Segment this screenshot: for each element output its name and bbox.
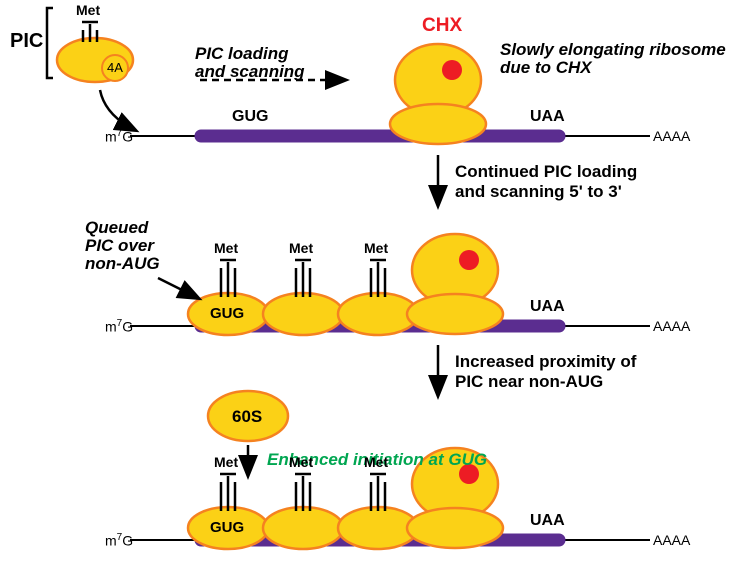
pic-loading-1: PIC loading bbox=[195, 44, 289, 64]
m7g-m: m bbox=[105, 129, 117, 145]
diagram-canvas bbox=[0, 0, 750, 577]
p2-uaa: UAA bbox=[530, 298, 565, 316]
p3-aaaa: AAAA bbox=[653, 532, 690, 548]
increased-1: Increased proximity of bbox=[455, 352, 636, 372]
p3-met-2: Met bbox=[289, 454, 313, 470]
p2-met-1: Met bbox=[214, 240, 238, 256]
queued-1: Queued bbox=[85, 218, 148, 238]
panel3-40s-2 bbox=[263, 474, 343, 549]
panel2-40s-3 bbox=[338, 260, 418, 335]
panel3-new-80s bbox=[188, 474, 268, 549]
increased-2: PIC near non-AUG bbox=[455, 372, 603, 392]
panel2-80s-ribosome bbox=[407, 234, 503, 334]
p2-gug: GUG bbox=[210, 305, 244, 322]
queued-2: PIC over bbox=[85, 236, 154, 256]
pic-label: PIC bbox=[10, 30, 43, 53]
pic-loading-2: and scanning bbox=[195, 62, 305, 82]
slowly-2: due to CHX bbox=[500, 58, 592, 78]
slowly-1: Slowly elongating ribosome bbox=[500, 40, 726, 60]
p3-uaa: UAA bbox=[530, 512, 565, 530]
chx-label: CHX bbox=[422, 15, 462, 37]
pic-met-label: Met bbox=[76, 2, 100, 18]
panel1-80s-ribosome bbox=[390, 44, 486, 144]
p2-aaaa: AAAA bbox=[653, 318, 690, 334]
p1-uaa: UAA bbox=[530, 108, 565, 126]
panel2-40s-2 bbox=[263, 260, 343, 335]
pic-bracket bbox=[47, 8, 53, 78]
p2-m7g: m7G bbox=[105, 318, 133, 335]
pic-to-mrna-arrow bbox=[100, 90, 135, 130]
panel1-mrna bbox=[130, 130, 650, 142]
continued-1: Continued PIC loading bbox=[455, 162, 637, 182]
four-a-label: 4A bbox=[107, 60, 123, 75]
p2-met-3: Met bbox=[364, 240, 388, 256]
panel2-40s-1 bbox=[188, 260, 268, 335]
panel3-40s-3 bbox=[338, 474, 418, 549]
p1-m7g: m7G bbox=[105, 128, 133, 145]
p3-met-3: Met bbox=[364, 454, 388, 470]
p1-aaaa: AAAA bbox=[653, 128, 690, 144]
p3-gug: GUG bbox=[210, 519, 244, 536]
p2-met-2: Met bbox=[289, 240, 313, 256]
sixty-s-label: 60S bbox=[232, 407, 262, 427]
m7g-g: G bbox=[122, 129, 133, 145]
queued-arrow bbox=[158, 278, 198, 298]
p3-m7g: m7G bbox=[105, 532, 133, 549]
p3-met-1: Met bbox=[214, 454, 238, 470]
queued-3: non-AUG bbox=[85, 254, 160, 274]
p1-gug: GUG bbox=[232, 108, 268, 126]
continued-2: and scanning 5' to 3' bbox=[455, 182, 622, 202]
